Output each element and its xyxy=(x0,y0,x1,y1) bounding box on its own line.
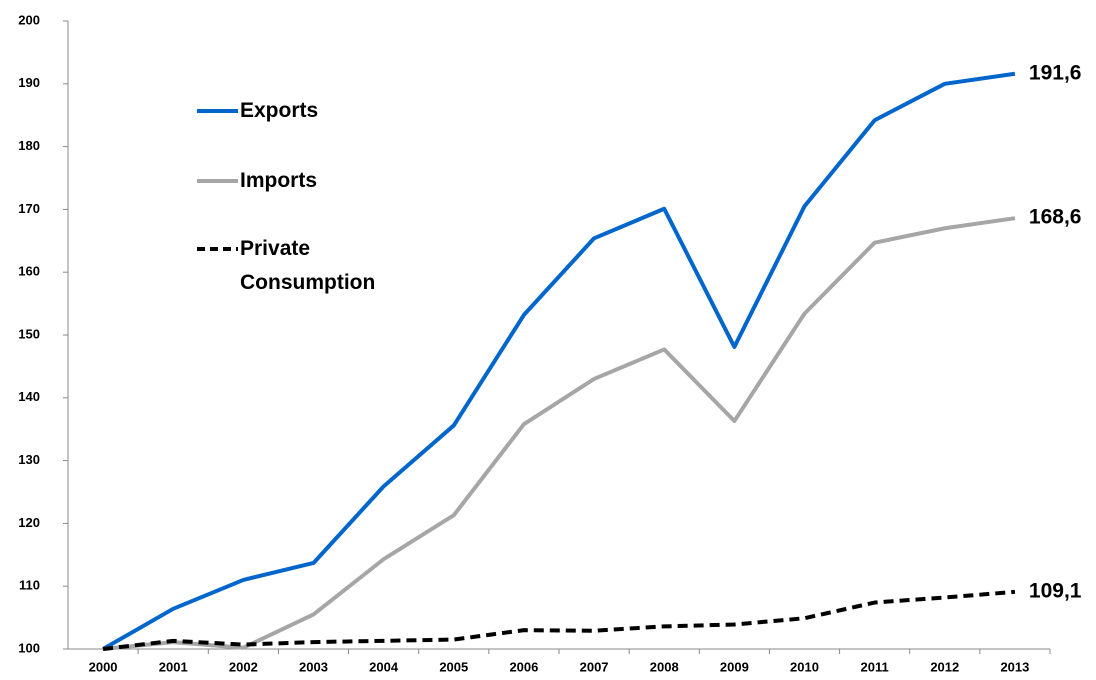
y-tick-label: 120 xyxy=(18,515,40,530)
x-tick-label: 2012 xyxy=(930,659,959,674)
series-line xyxy=(102,589,1016,651)
x-tick-label: 2002 xyxy=(229,659,258,674)
y-tick-label: 100 xyxy=(18,640,40,655)
legend-label: Private Consumption xyxy=(240,237,376,294)
y-tick-label: 170 xyxy=(18,201,40,216)
end-label: 168,6 xyxy=(1029,206,1082,229)
legend-label: Exports xyxy=(240,99,319,122)
x-tick-label: 2006 xyxy=(509,659,538,674)
x-tick-label: 2001 xyxy=(159,659,188,674)
x-tick-label: 2005 xyxy=(439,659,468,674)
x-tick-label: 2007 xyxy=(580,659,609,674)
y-tick-label: 200 xyxy=(18,12,40,27)
y-tick-label: 130 xyxy=(18,452,40,467)
x-tick-label: 2009 xyxy=(720,659,749,674)
y-tick-label: 150 xyxy=(18,326,40,341)
y-tick-label: 190 xyxy=(18,75,40,90)
x-tick-label: 2008 xyxy=(650,659,679,674)
y-tick-label: 140 xyxy=(18,389,40,404)
y-tick-label: 110 xyxy=(19,578,40,593)
end-label: 191,6 xyxy=(1029,61,1082,84)
x-tick-label: 2004 xyxy=(369,659,399,674)
y-tick-label: 180 xyxy=(18,138,40,153)
x-tick-label: 2011 xyxy=(861,659,889,674)
end-label: 109,1 xyxy=(1029,579,1082,602)
legend-label: Imports xyxy=(240,169,318,192)
x-tick-label: 2013 xyxy=(1000,659,1029,674)
x-tick-label: 2000 xyxy=(89,659,118,674)
x-tick-label: 2003 xyxy=(299,659,328,674)
y-tick-label: 160 xyxy=(18,264,40,279)
series-line xyxy=(102,71,1016,651)
x-tick-label: 2010 xyxy=(790,659,819,674)
